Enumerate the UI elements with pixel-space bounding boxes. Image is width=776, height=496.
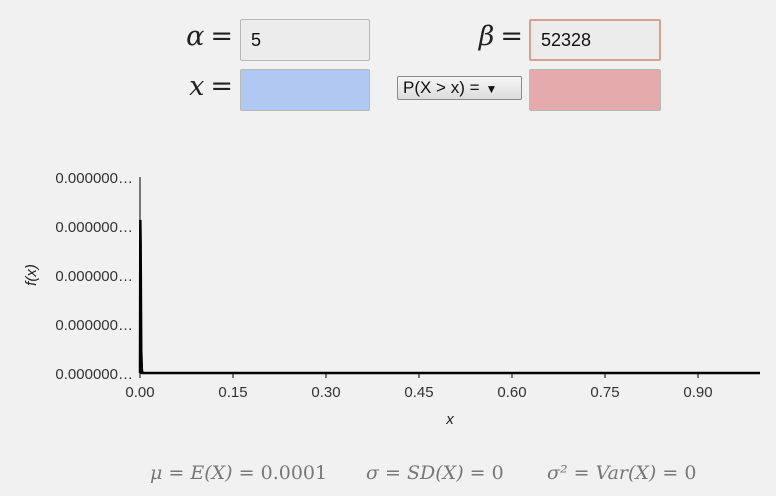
x-tick-label: 0.60 [497,384,526,401]
x-tick-label: 0.30 [311,384,340,401]
beta-label: β = [443,17,523,57]
variance-stat: σ² = Var(X) = 0 [547,458,696,488]
y-tick-label: 0.000000… [55,317,133,334]
sd-eq-2: = [469,462,486,484]
beta-equals: = [500,21,523,52]
x-symbol: x [189,71,205,102]
sd-stat: σ = SD(X) = 0 [366,458,504,488]
variance-eq-1: = [573,462,590,484]
x-input[interactable] [240,69,370,111]
x-tick-label: 0.75 [590,384,619,401]
mean-value: 0.0001 [260,462,328,484]
variance-symbol: σ² [547,462,568,484]
y-tick-label: 0.000000… [55,366,133,383]
mean-expr: E(X) [190,462,233,484]
x-tick-label: 0.00 [125,384,154,401]
x-tick-label: 0.90 [683,384,712,401]
alpha-symbol: α [186,21,205,52]
x-label: x = [153,67,233,107]
sd-eq-1: = [385,462,401,484]
variance-value: 0 [684,462,697,484]
mean-eq-1: = [168,462,185,484]
probability-type-label: P(X > x) = [403,78,480,97]
variance-expr: Var(X) [595,462,657,484]
probability-type-select[interactable]: P(X > x) = ▼ [397,76,522,100]
alpha-label: α = [153,17,233,57]
y-tick-label: 0.000000… [55,170,133,187]
beta-input[interactable] [529,19,661,61]
chevron-down-icon: ▼ [485,82,498,96]
density-chart: 0.000000…0.000000…0.000000…0.000000…0.00… [23,170,760,428]
y-axis-title: f(x) [23,264,40,286]
sd-expr: SD(X) [407,462,464,484]
x-tick-label: 0.15 [218,384,247,401]
sd-value: 0 [491,462,504,484]
mean-symbol: μ [150,462,163,484]
mean-stat: μ = E(X) = 0.0001 [150,458,327,488]
alpha-input[interactable] [240,19,370,61]
x-axis-title: x [445,411,454,428]
beta-symbol: β [478,21,495,52]
x-equals: = [210,71,233,102]
alpha-equals: = [210,21,233,52]
y-tick-label: 0.000000… [55,268,133,285]
probability-output[interactable] [529,69,661,111]
mean-eq-2: = [238,462,255,484]
variance-eq-2: = [662,462,679,484]
x-axis-ticks: 0.00 0.15 0.30 0.45 0.60 0.75 0.90 [125,373,713,401]
density-curve [138,219,760,375]
y-axis-ticks: 0.000000… 0.000000… 0.000000… 0.000000… 0.00… [55,170,133,383]
x-tick-label: 0.45 [404,384,433,401]
sd-symbol: σ [366,462,379,484]
y-tick-label: 0.000000… [55,219,133,236]
